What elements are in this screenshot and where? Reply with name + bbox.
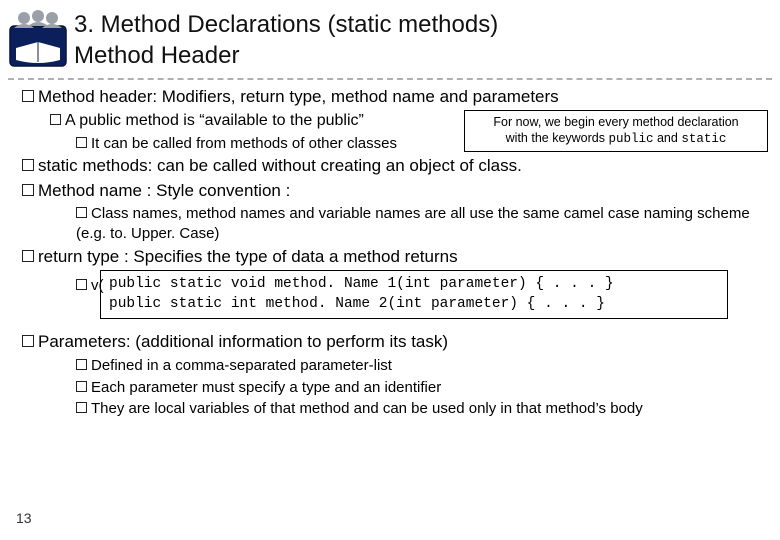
bullet-class-names: Class names, method names and variable n… [22, 204, 766, 244]
bullet-param-defined: Defined in a comma-separated parameter-l… [22, 356, 766, 376]
bullet-method-name: Method name : Style convention : [22, 180, 766, 202]
page-number: 13 [16, 510, 32, 526]
bullet-parameters: Parameters: (additional information to p… [22, 331, 766, 353]
note-callout: For now, we begin every method declarati… [464, 110, 768, 152]
slide-title: 3. Method Declarations (static methods) … [74, 8, 498, 71]
bullet-param-type: Each parameter must specify a type and a… [22, 378, 766, 398]
void-label-fragment: v( [76, 276, 104, 296]
code-example: public static void method. Name 1(int pa… [100, 270, 728, 319]
bullet-return-type: return type : Specifies the type of data… [22, 246, 766, 268]
bullet-static-methods: static methods: can be called without cr… [22, 155, 766, 177]
bullet-param-local: They are local variables of that method … [22, 399, 766, 419]
university-logo-icon [8, 8, 68, 72]
title-separator [8, 78, 772, 80]
bullet-method-header: Method header: Modifiers, return type, m… [22, 86, 766, 108]
